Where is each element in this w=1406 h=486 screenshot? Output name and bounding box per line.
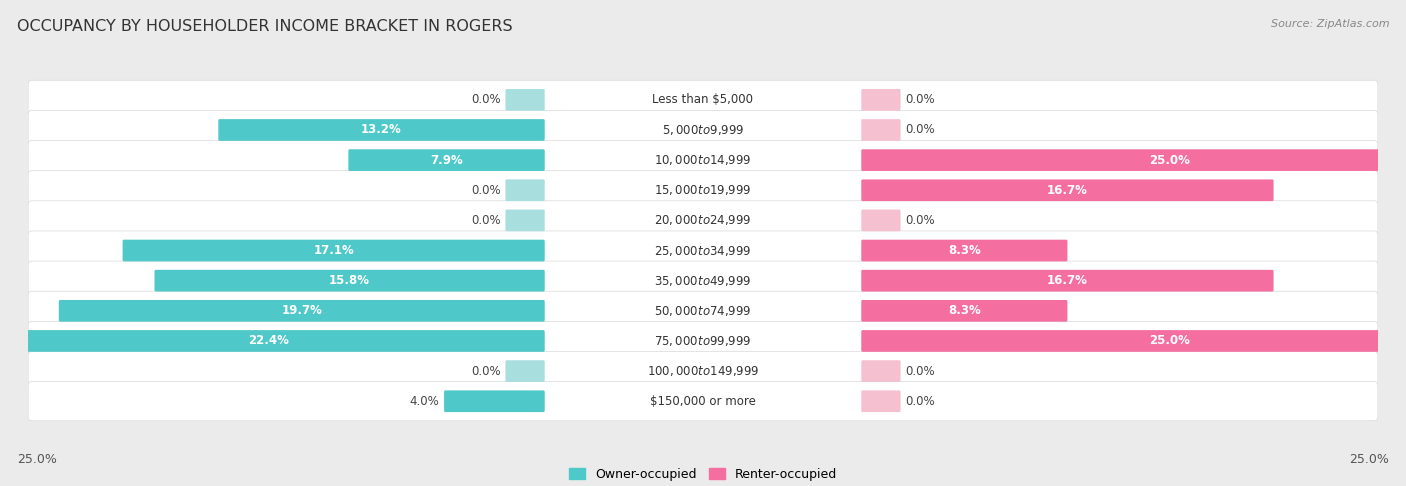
Text: 8.3%: 8.3% bbox=[948, 244, 981, 257]
FancyBboxPatch shape bbox=[505, 209, 544, 231]
FancyBboxPatch shape bbox=[862, 209, 901, 231]
FancyBboxPatch shape bbox=[28, 351, 1378, 391]
Text: 13.2%: 13.2% bbox=[361, 123, 402, 137]
Text: Source: ZipAtlas.com: Source: ZipAtlas.com bbox=[1271, 19, 1389, 30]
Text: $10,000 to $14,999: $10,000 to $14,999 bbox=[654, 153, 752, 167]
FancyBboxPatch shape bbox=[28, 291, 1378, 330]
FancyBboxPatch shape bbox=[862, 360, 901, 382]
Text: $15,000 to $19,999: $15,000 to $19,999 bbox=[654, 183, 752, 197]
FancyBboxPatch shape bbox=[862, 119, 901, 141]
FancyBboxPatch shape bbox=[28, 321, 1378, 361]
FancyBboxPatch shape bbox=[28, 231, 1378, 270]
Text: 25.0%: 25.0% bbox=[1149, 334, 1189, 347]
Text: 0.0%: 0.0% bbox=[905, 214, 935, 227]
Text: 7.9%: 7.9% bbox=[430, 154, 463, 167]
Text: 0.0%: 0.0% bbox=[905, 93, 935, 106]
FancyBboxPatch shape bbox=[122, 240, 544, 261]
Text: 17.1%: 17.1% bbox=[314, 244, 354, 257]
Text: 16.7%: 16.7% bbox=[1047, 274, 1088, 287]
Text: 19.7%: 19.7% bbox=[281, 304, 322, 317]
FancyBboxPatch shape bbox=[28, 80, 1378, 120]
Text: $100,000 to $149,999: $100,000 to $149,999 bbox=[647, 364, 759, 378]
FancyBboxPatch shape bbox=[28, 140, 1378, 180]
Text: Less than $5,000: Less than $5,000 bbox=[652, 93, 754, 106]
FancyBboxPatch shape bbox=[0, 330, 544, 352]
FancyBboxPatch shape bbox=[862, 179, 1274, 201]
Text: 0.0%: 0.0% bbox=[471, 214, 501, 227]
Text: 0.0%: 0.0% bbox=[905, 364, 935, 378]
Text: 0.0%: 0.0% bbox=[471, 93, 501, 106]
FancyBboxPatch shape bbox=[505, 179, 544, 201]
Text: $20,000 to $24,999: $20,000 to $24,999 bbox=[654, 213, 752, 227]
Text: $5,000 to $9,999: $5,000 to $9,999 bbox=[662, 123, 744, 137]
FancyBboxPatch shape bbox=[862, 89, 901, 111]
Text: $150,000 or more: $150,000 or more bbox=[650, 395, 756, 408]
Text: 25.0%: 25.0% bbox=[1149, 154, 1189, 167]
Text: 8.3%: 8.3% bbox=[948, 304, 981, 317]
Text: $50,000 to $74,999: $50,000 to $74,999 bbox=[654, 304, 752, 318]
FancyBboxPatch shape bbox=[28, 171, 1378, 210]
FancyBboxPatch shape bbox=[218, 119, 544, 141]
FancyBboxPatch shape bbox=[28, 110, 1378, 150]
Text: 25.0%: 25.0% bbox=[17, 453, 56, 466]
Text: 4.0%: 4.0% bbox=[409, 395, 439, 408]
Legend: Owner-occupied, Renter-occupied: Owner-occupied, Renter-occupied bbox=[564, 463, 842, 486]
FancyBboxPatch shape bbox=[862, 149, 1406, 171]
FancyBboxPatch shape bbox=[28, 382, 1378, 421]
FancyBboxPatch shape bbox=[59, 300, 544, 322]
FancyBboxPatch shape bbox=[862, 270, 1274, 292]
FancyBboxPatch shape bbox=[862, 390, 901, 412]
Text: $75,000 to $99,999: $75,000 to $99,999 bbox=[654, 334, 752, 348]
Text: 0.0%: 0.0% bbox=[471, 184, 501, 197]
Text: $25,000 to $34,999: $25,000 to $34,999 bbox=[654, 243, 752, 258]
FancyBboxPatch shape bbox=[862, 330, 1406, 352]
FancyBboxPatch shape bbox=[155, 270, 544, 292]
Text: $35,000 to $49,999: $35,000 to $49,999 bbox=[654, 274, 752, 288]
FancyBboxPatch shape bbox=[349, 149, 544, 171]
FancyBboxPatch shape bbox=[505, 360, 544, 382]
FancyBboxPatch shape bbox=[444, 390, 544, 412]
Text: 0.0%: 0.0% bbox=[905, 123, 935, 137]
Text: 16.7%: 16.7% bbox=[1047, 184, 1088, 197]
FancyBboxPatch shape bbox=[28, 201, 1378, 240]
FancyBboxPatch shape bbox=[862, 240, 1067, 261]
Text: 15.8%: 15.8% bbox=[329, 274, 370, 287]
FancyBboxPatch shape bbox=[505, 89, 544, 111]
FancyBboxPatch shape bbox=[28, 261, 1378, 300]
Text: 22.4%: 22.4% bbox=[249, 334, 290, 347]
Text: 0.0%: 0.0% bbox=[471, 364, 501, 378]
Text: OCCUPANCY BY HOUSEHOLDER INCOME BRACKET IN ROGERS: OCCUPANCY BY HOUSEHOLDER INCOME BRACKET … bbox=[17, 19, 513, 35]
Text: 25.0%: 25.0% bbox=[1350, 453, 1389, 466]
FancyBboxPatch shape bbox=[862, 300, 1067, 322]
Text: 0.0%: 0.0% bbox=[905, 395, 935, 408]
